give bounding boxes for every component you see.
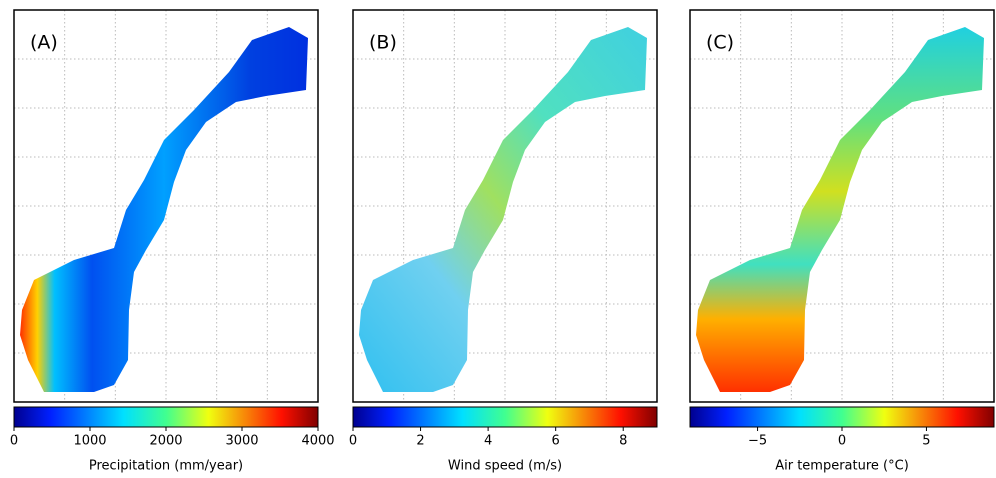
panel-letter: (B): [369, 32, 397, 54]
map-frame: [689, 9, 995, 403]
colorbar-label: Wind speed (m/s): [448, 459, 562, 474]
panel-letter: (A): [30, 32, 58, 54]
colorbar-label: Air temperature (°C): [775, 459, 909, 474]
colorbar-label: Precipitation (mm/year): [89, 459, 243, 474]
map-frame: [352, 9, 658, 403]
colorbar-tick-label: 2000: [149, 434, 182, 449]
map-frame: [13, 9, 319, 403]
colorbar-tick-label: 4: [484, 434, 492, 449]
colorbar-tick-label: 4000: [301, 434, 334, 449]
country-map: [359, 27, 647, 392]
colorbar-tick-label: −5: [748, 434, 767, 449]
colorbar: [13, 406, 319, 428]
colorbar: [352, 406, 658, 428]
country-map: [20, 27, 308, 392]
panel-letter: (C): [706, 32, 734, 54]
colorbar: [689, 406, 995, 428]
country-map: [696, 27, 984, 392]
colorbar-tick-label: 5: [922, 434, 930, 449]
colorbar-tick-label: 0: [838, 434, 846, 449]
colorbar-tick-label: 0: [349, 434, 357, 449]
colorbar-tick-label: 8: [619, 434, 627, 449]
colorbar-tick-label: 1000: [73, 434, 106, 449]
colorbar-tick-label: 0: [10, 434, 18, 449]
colorbar-tick-label: 2: [416, 434, 424, 449]
colorbar-tick-label: 6: [552, 434, 560, 449]
colorbar-tick-label: 3000: [225, 434, 258, 449]
